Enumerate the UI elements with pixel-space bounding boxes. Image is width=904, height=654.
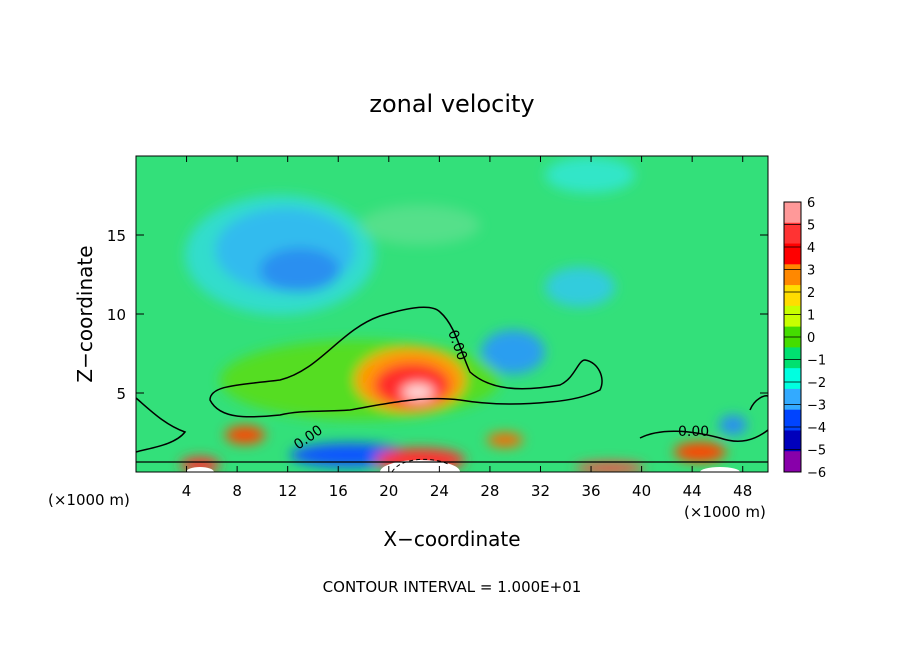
field-blob	[380, 460, 460, 472]
field-blobs	[180, 157, 747, 472]
colorbar-swatch	[784, 368, 801, 390]
x-tick-label: 40	[632, 482, 651, 500]
colorbar-swatch	[784, 264, 801, 286]
y-tick-label: 15	[107, 227, 126, 245]
field-blob	[487, 433, 523, 447]
x-tick-label: 36	[581, 482, 600, 500]
colorbar-label: 4	[807, 241, 815, 256]
colorbar-label: −5	[807, 444, 826, 459]
colorbar-label: 0	[807, 331, 815, 346]
colorbar-label: −4	[807, 421, 826, 436]
colorbar-swatch	[784, 430, 801, 452]
colorbar-swatch	[784, 285, 801, 307]
zero-contour	[136, 397, 187, 453]
colorbar-label: −3	[807, 399, 826, 414]
colorbar-label: −1	[807, 354, 826, 369]
colorbar-swatch	[784, 388, 801, 411]
x-tick-label: 16	[329, 482, 348, 500]
x-tick-label: 12	[278, 482, 297, 500]
colorbar-label: 6	[807, 196, 815, 211]
x-axis-title: X−coordinate	[383, 527, 520, 551]
negative-contour	[391, 458, 449, 472]
y-tick-label: 10	[107, 306, 126, 324]
colorbar-label: 1	[807, 309, 815, 324]
colorbar-swatch	[784, 222, 801, 245]
x-tick-label: 24	[430, 482, 449, 500]
colorbar-label: 5	[807, 219, 815, 234]
contour-interval-note: CONTOUR INTERVAL = 1.000E+01	[323, 578, 582, 596]
plot-area: 0.00 0.00 0.00	[136, 156, 768, 472]
colorbar-swatch	[784, 243, 801, 265]
colorbar-swatch	[784, 409, 801, 431]
contour-label: 0.00	[678, 424, 709, 440]
colorbar-label: 3	[807, 264, 815, 279]
x-tick-label: 48	[733, 482, 752, 500]
zero-contour	[209, 306, 603, 418]
y-axis-title: Z−coordinate	[73, 245, 97, 382]
colorbar-swatch	[784, 305, 801, 328]
colorbar-swatch	[784, 451, 801, 473]
field-blob	[180, 457, 220, 472]
x-unit-left: (×1000 m)	[48, 491, 130, 509]
colorbar-label: −6	[807, 466, 826, 481]
colorbar-label: 2	[807, 286, 815, 301]
field-blob	[575, 462, 645, 472]
field-blob	[545, 267, 615, 307]
field-blob	[186, 467, 214, 472]
field-blob	[674, 442, 726, 462]
x-tick-label: 32	[531, 482, 550, 500]
field-blob	[481, 330, 545, 374]
x-axis: 4 8 12 16 20 24 28 32 36 40 44 48	[182, 156, 752, 500]
field-blob	[719, 415, 747, 435]
x-tick-label: 20	[379, 482, 398, 500]
colorbar-swatch	[784, 347, 801, 369]
field-blob	[360, 205, 480, 245]
zero-contour	[639, 429, 768, 442]
field-blob	[700, 467, 740, 472]
x-tick-label: 8	[232, 482, 242, 500]
y-axis: 5 10 15	[107, 227, 768, 403]
x-unit-right: (×1000 m)	[684, 503, 766, 521]
colorbar-swatch	[784, 202, 801, 224]
x-tick-label: 28	[480, 482, 499, 500]
field-blob	[225, 426, 265, 444]
chart-title: zonal velocity	[369, 90, 534, 118]
x-tick-label: 4	[182, 482, 192, 500]
field-blob	[545, 157, 635, 193]
y-tick-label: 5	[116, 385, 126, 403]
colorbar: 6 5 4 3 2 1 0 −1 −2 −3 −4 −5 −6	[783, 196, 826, 481]
field-blob	[260, 248, 340, 292]
colorbar-label: −2	[807, 376, 826, 391]
x-tick-label: 44	[683, 482, 702, 500]
field-blob	[402, 384, 434, 400]
zero-contour	[749, 395, 768, 411]
field-background	[136, 156, 768, 472]
